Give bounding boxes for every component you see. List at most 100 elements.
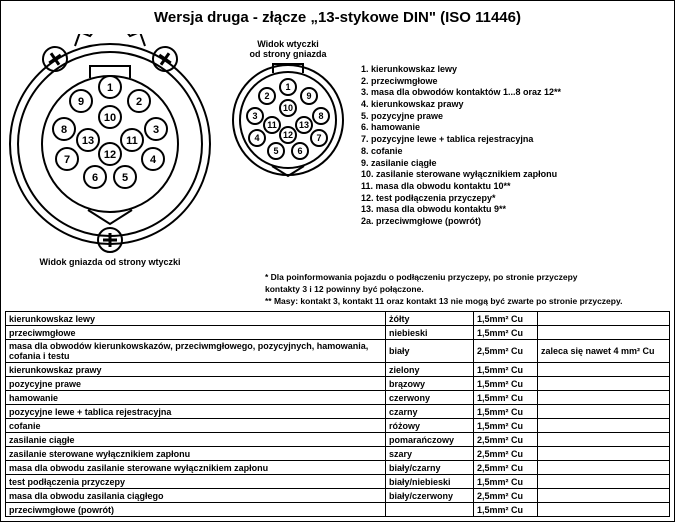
table-cell: 1,5mm² Cu: [474, 363, 538, 377]
legend-item: 8. cofanie: [361, 146, 561, 158]
table-cell: 1,5mm² Cu: [474, 475, 538, 489]
table-cell: [538, 377, 670, 391]
legend-item: 10. zasilanie sterowane wyłącznikiem zap…: [361, 169, 561, 181]
legend-item: 5. pozycyjne prawe: [361, 111, 561, 123]
table-cell: masa dla obwodów kierunkowskazów, przeci…: [6, 340, 386, 363]
table-cell: 2,5mm² Cu: [474, 461, 538, 475]
svg-text:13: 13: [299, 120, 309, 130]
table-row: kierunkowskaz lewyżółty1,5mm² Cu: [6, 312, 670, 326]
table-cell: zielony: [386, 363, 474, 377]
table-cell: szary: [386, 447, 474, 461]
legend-item: 2. przeciwmgłowe: [361, 76, 561, 88]
table-row: przeciwmgłoweniebieski1,5mm² Cu: [6, 326, 670, 340]
pin-13: 13: [77, 129, 99, 151]
legend-item: 2a. przeciwmgłowe (powrót): [361, 216, 561, 228]
table-row: masa dla obwodu zasilanie sterowane wyłą…: [6, 461, 670, 475]
table-cell: pozycyjne lewe + tablica rejestracyjna: [6, 405, 386, 419]
footnote: ** Masy: kontakt 3, kontakt 11 oraz kont…: [265, 296, 670, 306]
legend-item: 7. pozycyjne lewe + tablica rejestracyjn…: [361, 134, 561, 146]
table-row: kierunkowskaz prawyzielony1,5mm² Cu: [6, 363, 670, 377]
svg-text:2: 2: [136, 96, 142, 108]
table-cell: 1,5mm² Cu: [474, 326, 538, 340]
svg-text:7: 7: [316, 133, 321, 143]
table-cell: brązowy: [386, 377, 474, 391]
table-cell: biały: [386, 340, 474, 363]
table-row: pozycyjne lewe + tablica rejestracyjnacz…: [6, 405, 670, 419]
legend-item: 13. masa dla obwodu kontaktu 9**: [361, 204, 561, 216]
table-cell: przeciwmgłowe (powrót): [6, 503, 386, 517]
legend-item: 3. masa dla obwodów kontaktów 1...8 oraz…: [361, 87, 561, 99]
pin-1: 1: [99, 76, 121, 98]
svg-text:10: 10: [104, 112, 116, 124]
table-cell: kierunkowskaz prawy: [6, 363, 386, 377]
pin-8: 8: [313, 108, 329, 124]
table-cell: hamowanie: [6, 391, 386, 405]
legend-item: 9. zasilanie ciągłe: [361, 158, 561, 170]
table-row: cofanieróżowy1,5mm² Cu: [6, 419, 670, 433]
pin-5: 5: [268, 143, 284, 159]
table-cell: 1,5mm² Cu: [474, 503, 538, 517]
table-cell: [538, 391, 670, 405]
table-cell: niebieski: [386, 326, 474, 340]
table-cell: [538, 405, 670, 419]
connector-large-label: Widok gniazda od strony wtyczki: [40, 257, 181, 267]
table-cell: test podłączenia przyczepy: [6, 475, 386, 489]
table-cell: kierunkowskaz lewy: [6, 312, 386, 326]
svg-text:10: 10: [283, 103, 293, 113]
pin-9: 9: [301, 88, 317, 104]
pin-6: 6: [292, 143, 308, 159]
legend-item: 6. hamowanie: [361, 122, 561, 134]
table-row: zasilanie sterowane wyłącznikiem zapłonu…: [6, 447, 670, 461]
pin-9: 9: [70, 90, 92, 112]
svg-text:12: 12: [104, 149, 116, 161]
top-section: 12345678910111213 Widok gniazda od stron…: [5, 34, 670, 267]
svg-text:9: 9: [78, 96, 84, 108]
table-cell: 1,5mm² Cu: [474, 312, 538, 326]
table-cell: [538, 363, 670, 377]
table-cell: [538, 475, 670, 489]
pin-7: 7: [311, 130, 327, 146]
pin-3: 3: [247, 108, 263, 124]
table-row: zasilanie ciągłepomarańczowy2,5mm² Cu: [6, 433, 670, 447]
svg-text:1: 1: [107, 82, 113, 94]
svg-text:4: 4: [254, 133, 259, 143]
connector-large-svg: 12345678910111213: [5, 34, 215, 254]
pin-11: 11: [121, 129, 143, 151]
svg-text:4: 4: [150, 154, 157, 166]
table-cell: 2,5mm² Cu: [474, 447, 538, 461]
table-cell: przeciwmgłowe: [6, 326, 386, 340]
table-row: test podłączenia przyczepybiały/niebiesk…: [6, 475, 670, 489]
table-cell: 2,5mm² Cu: [474, 433, 538, 447]
pin-2: 2: [259, 88, 275, 104]
pin-2: 2: [128, 90, 150, 112]
table-cell: żółty: [386, 312, 474, 326]
table-cell: masa dla obwodu zasilania ciągłego: [6, 489, 386, 503]
connector-small-label: Widok wtyczkiod strony gniazda: [249, 39, 326, 59]
table-cell: cofanie: [6, 419, 386, 433]
pin-5: 5: [114, 166, 136, 188]
table-cell: pozycyjne prawe: [6, 377, 386, 391]
table-cell: 1,5mm² Cu: [474, 419, 538, 433]
svg-text:8: 8: [318, 111, 323, 121]
svg-text:12: 12: [283, 130, 293, 140]
table-cell: czerwony: [386, 391, 474, 405]
table-row: masa dla obwodu zasilania ciągłegobiały/…: [6, 489, 670, 503]
table-cell: biały/czerwony: [386, 489, 474, 503]
pin-11: 11: [264, 117, 280, 133]
connector-small-block: Widok wtyczkiod strony gniazda 123456789…: [223, 39, 353, 182]
svg-text:5: 5: [273, 146, 278, 156]
table-cell: 1,5mm² Cu: [474, 405, 538, 419]
table-cell: 2,5mm² Cu: [474, 489, 538, 503]
table-cell: [538, 433, 670, 447]
svg-text:1: 1: [285, 82, 290, 92]
svg-text:3: 3: [252, 111, 257, 121]
pin-1: 1: [280, 79, 296, 95]
legend-item: 12. test podłączenia przyczepy*: [361, 193, 561, 205]
table-cell: zasilanie sterowane wyłącznikiem zapłonu: [6, 447, 386, 461]
pin-10: 10: [99, 106, 121, 128]
table-cell: masa dla obwodu zasilanie sterowane wyłą…: [6, 461, 386, 475]
table-cell: 1,5mm² Cu: [474, 391, 538, 405]
svg-text:9: 9: [306, 91, 311, 101]
pin-6: 6: [84, 166, 106, 188]
table-cell: [538, 312, 670, 326]
